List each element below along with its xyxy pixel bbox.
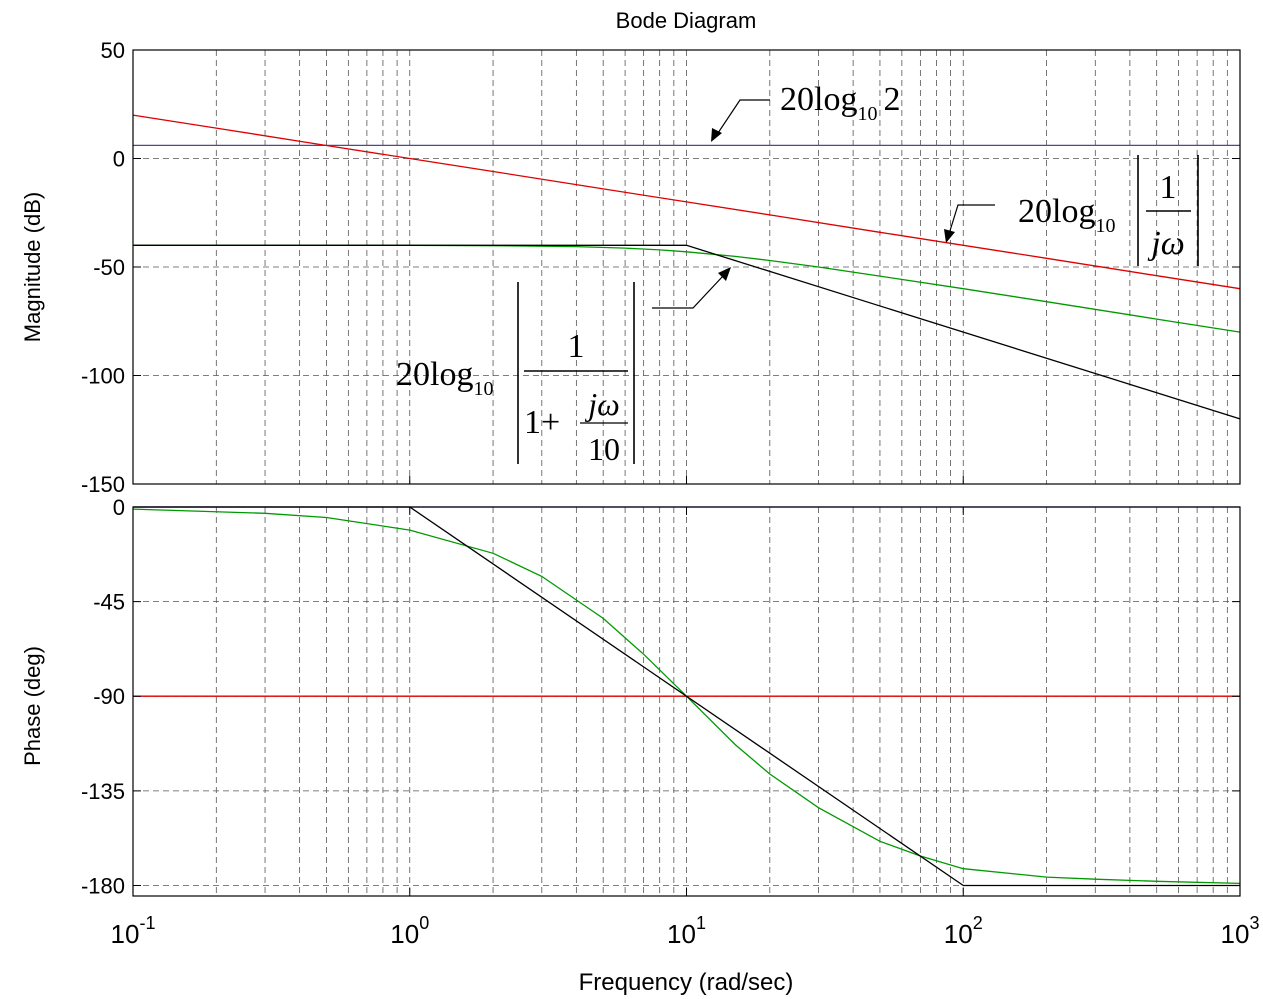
magnitude-panel: 50 0 -50 -100 -150 Magnitude (dB) 20log10 2 2… [20,38,1241,497]
x-axis-label: Frequency (rad/sec) [579,969,794,996]
y-tick-label: -90 [93,684,125,709]
annotation-first-order-arrowhead [718,267,731,281]
phase-series-line-2 [132,508,1241,885]
y-tick-label: 50 [101,38,125,63]
first-order-numerator: 1 [568,328,585,365]
annotation-first-order: 20log10 1 1+ jω 10 [396,267,731,467]
annotation-integrator: 20log10 1 jω [944,155,1199,266]
x-tick-label: 103 [1221,913,1260,949]
y-tick-label: -50 [93,255,125,280]
y-tick-label: -100 [81,364,125,389]
first-order-inner-denominator: 10 [588,431,620,467]
magnitude-series-line-2 [133,244,1241,333]
integrator-denominator: jω [1147,225,1184,262]
x-tick-label: 102 [944,913,983,949]
chart-title: Bode Diagram [616,8,757,33]
magnitude-series-line-3 [133,244,1241,420]
x-tick-labels: 10-1 100 101 102 103 [111,476,1260,949]
magnitude-y-tick-labels: 50 0 -50 -100 -150 [81,38,1240,497]
x-tick-label: 10-1 [111,913,156,949]
y-tick-label: -135 [81,779,125,804]
annotation-first-order-prefix: 20log10 [396,356,493,400]
magnitude-y-axis-label: Magnitude (dB) [20,192,45,342]
phase-y-tick-labels: 0 -45 -90 -135 -180 [81,495,1240,898]
annotation-constant-arrow [715,99,770,137]
integrator-numerator: 1 [1160,169,1177,206]
annotation-integrator-prefix: 20log10 [1018,193,1115,237]
annotation-constant-label: 20log10 2 [780,81,900,125]
y-tick-label: -45 [93,590,125,615]
phase-y-axis-label: Phase (deg) [20,646,45,766]
annotation-first-order-arrow [652,275,724,309]
annotation-integrator-arrow [948,204,995,235]
magnitude-series [132,114,1241,420]
annotation-integrator-arrowhead [944,229,955,243]
x-tick-label: 101 [667,913,706,949]
x-tick-label: 100 [390,913,429,949]
annotation-constant-arrowhead [711,128,722,142]
y-tick-label: -150 [81,472,125,497]
phase-panel: 0 -45 -90 -135 -180 Phase (deg) [20,495,1241,898]
first-order-one-plus: 1+ [524,404,560,441]
first-order-inner-numerator: jω [584,386,619,422]
annotation-constant: 20log10 2 [711,81,900,142]
y-tick-label: 0 [113,495,125,520]
magnitude-series-line-1 [132,114,1241,290]
magnitude-grid [133,50,1240,484]
y-tick-label: -180 [81,873,125,898]
y-tick-label: 0 [113,147,125,172]
